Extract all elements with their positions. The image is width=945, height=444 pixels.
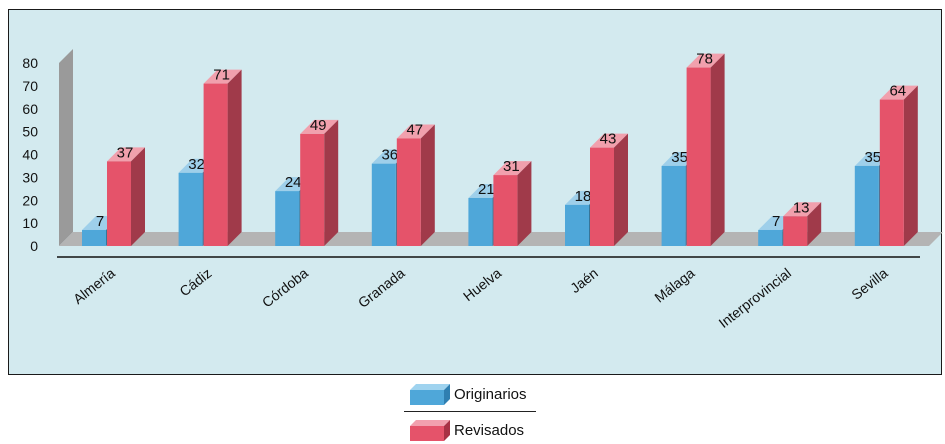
bar-revisados xyxy=(783,216,808,246)
bar-originarios xyxy=(371,163,396,246)
x-tick-label: Granada xyxy=(355,265,408,311)
bar-revisados-top xyxy=(783,202,822,217)
bar-revisados xyxy=(107,161,131,246)
data-label-originarios: 36 xyxy=(381,147,398,164)
bar-revisados-top xyxy=(879,85,918,100)
bar-revisados-side xyxy=(614,133,628,246)
bar-revisados-top xyxy=(686,53,725,68)
data-label-revisados: 49 xyxy=(310,117,327,134)
bar-originarios xyxy=(82,229,106,246)
bar-revisados-side xyxy=(517,161,532,246)
bar-revisados-side xyxy=(227,69,242,247)
y-tick-label: 0 xyxy=(30,238,38,254)
y-tick-label: 30 xyxy=(22,169,38,185)
bar-revisados-top xyxy=(300,119,339,134)
bar-revisados-side xyxy=(324,119,339,246)
data-label-revisados: 47 xyxy=(406,121,423,138)
bar-originarios xyxy=(854,165,879,246)
legend-swatch-revisados xyxy=(410,420,450,441)
y-tick-label: 50 xyxy=(22,124,38,140)
data-label-originarios: 32 xyxy=(188,156,205,173)
data-label-revisados: 78 xyxy=(696,51,713,68)
y-tick-label: 10 xyxy=(22,215,38,231)
legend-item-revisados: Revisados xyxy=(410,419,524,441)
data-label-originarios: 35 xyxy=(671,149,688,166)
bar-originarios xyxy=(758,229,783,246)
x-tick-label: Cádiz xyxy=(176,265,214,300)
bar-revisados-side xyxy=(903,85,918,246)
x-tick-label: Huelva xyxy=(460,265,504,305)
bar-revisados xyxy=(590,147,614,246)
bar-revisados-side xyxy=(710,53,725,247)
data-label-originarios: 35 xyxy=(864,149,881,166)
data-label-revisados: 43 xyxy=(600,131,617,148)
y-tick-label: 80 xyxy=(22,55,38,71)
bar-originarios xyxy=(275,191,300,246)
bar-originarios xyxy=(468,197,493,246)
data-label-originarios: 21 xyxy=(478,181,495,198)
data-label-originarios: 18 xyxy=(575,188,592,205)
bar-revisados xyxy=(686,67,711,246)
y-tick-label: 20 xyxy=(22,192,38,208)
data-label-originarios: 7 xyxy=(96,213,104,230)
data-label-revisados: 13 xyxy=(793,199,810,216)
bar-revisados xyxy=(493,175,518,246)
chart-back-wall xyxy=(59,49,73,246)
bar-revisados-top xyxy=(107,147,145,162)
legend-divider xyxy=(404,411,536,412)
data-label-originarios: 24 xyxy=(285,174,302,191)
bar-revisados-top xyxy=(203,69,242,84)
bar-originarios xyxy=(178,172,203,246)
data-label-revisados: 71 xyxy=(213,67,230,84)
data-label-originarios: 7 xyxy=(772,213,780,230)
y-tick-label: 70 xyxy=(22,78,38,94)
legend-item-originarios: Originarios xyxy=(410,383,527,405)
bar-revisados xyxy=(300,133,325,246)
bar-revisados-side xyxy=(807,202,822,246)
x-tick-label: Almería xyxy=(70,265,118,307)
legend-swatch-originarios xyxy=(410,384,450,405)
data-label-revisados: 64 xyxy=(889,83,906,100)
bar-revisados xyxy=(879,99,904,246)
x-tick-label: Málaga xyxy=(651,265,697,306)
bar-chart: 80 70 60 50 40 30 20 10 0 7 37 Almería 32 71 Cádiz 24 49… xyxy=(22,49,943,331)
y-tick-label: 40 xyxy=(22,147,38,163)
bar-revisados-top xyxy=(396,124,435,139)
x-tick-label: Sevilla xyxy=(848,265,891,303)
data-label-revisados: 31 xyxy=(503,158,520,175)
y-tick-label: 60 xyxy=(22,101,38,117)
x-tick-label: Jaén xyxy=(567,265,601,296)
bar-originarios xyxy=(565,204,589,246)
bar-revisados xyxy=(203,83,228,247)
legend-label-originarios: Originarios xyxy=(454,385,527,403)
x-tick-label: Interprovincial xyxy=(716,265,795,331)
data-label-revisados: 37 xyxy=(117,144,134,161)
bar-revisados xyxy=(396,138,421,246)
bar-revisados-top xyxy=(590,133,628,148)
bar-revisados-top xyxy=(493,161,532,176)
x-tick-label: Córdoba xyxy=(259,265,311,311)
legend: Originarios Revisados xyxy=(400,383,540,443)
legend-label-revisados: Revisados xyxy=(454,421,525,439)
bar-revisados-side xyxy=(420,124,435,246)
bar-originarios xyxy=(661,165,686,246)
bar-revisados-side xyxy=(131,147,145,246)
